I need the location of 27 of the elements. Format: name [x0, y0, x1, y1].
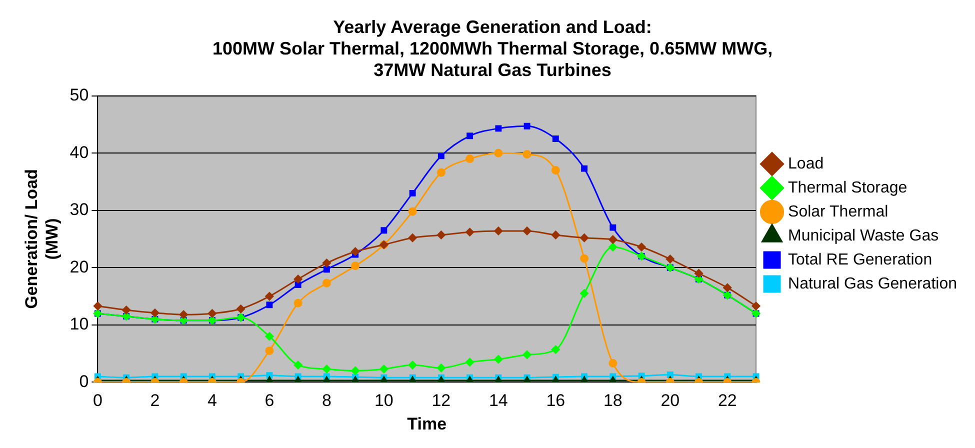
legend-label: Total RE Generation	[788, 251, 932, 268]
x-tick-label: 2	[150, 391, 160, 410]
legend-label: Load	[788, 155, 824, 172]
x-tick-label: 20	[660, 391, 680, 410]
x-tick-label: 12	[432, 391, 451, 410]
legend-label: Thermal Storage	[788, 179, 908, 196]
x-tick-label: 10	[374, 391, 394, 410]
x-tick-label: 8	[322, 391, 332, 410]
x-axis-title: Time	[407, 414, 447, 434]
legend-label: Natural Gas Generation	[788, 275, 958, 292]
legend-label: Municipal Waste Gas	[788, 227, 939, 244]
legend-label: Solar Thermal	[788, 203, 888, 220]
x-tick-label: 6	[264, 391, 274, 410]
x-tick-label: 18	[603, 391, 622, 410]
y-tick-label: 0	[79, 372, 89, 391]
y-tick-label: 50	[70, 85, 89, 104]
y-tick-label: 10	[70, 314, 89, 334]
x-tick-label: 16	[546, 391, 566, 410]
x-tick-label: 22	[718, 391, 737, 410]
chart-title: Yearly Average Generation and Load: 100MW Solar Thermal, 1200MWh Thermal Storage, 0.65MW MWG, 37MW Natural Gas Turbines	[212, 16, 773, 80]
x-tick-label: 4	[207, 391, 217, 410]
y-tick-label: 20	[70, 257, 89, 276]
x-tick-label: 0	[92, 391, 102, 410]
y-tick-label: 30	[70, 200, 89, 220]
y-axis-title: Generation/ Load (MW)	[22, 169, 62, 309]
y-tick-label: 40	[70, 142, 89, 162]
x-tick-label: 14	[488, 391, 508, 410]
